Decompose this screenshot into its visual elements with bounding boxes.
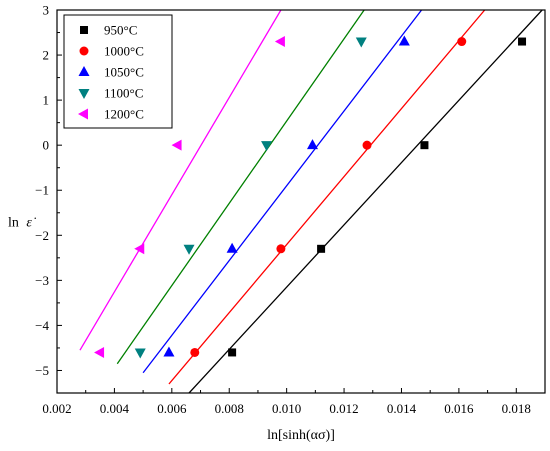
data-point: [226, 242, 238, 253]
legend-entry: 1000°C: [79, 44, 144, 59]
x-tick-label: 0.018: [502, 401, 531, 416]
y-axis-title-main: ln: [8, 215, 19, 230]
y-tick-label: 1: [43, 93, 50, 108]
data-point: [362, 140, 372, 150]
series-3: [116, 10, 367, 365]
data-point: [276, 244, 286, 254]
legend-marker: [78, 89, 90, 99]
fit-line: [79, 10, 282, 351]
data-point: [183, 244, 195, 255]
data-point: [518, 37, 527, 46]
plot-frame: [56, 9, 546, 394]
data-point: [171, 139, 182, 151]
legend-entry: 950°C: [80, 23, 137, 38]
y-tick-label: −5: [35, 363, 49, 378]
data-point: [228, 348, 237, 357]
y-tick-label: −1: [35, 183, 49, 198]
data-point: [317, 244, 326, 253]
y-tick-label: 3: [43, 3, 50, 18]
y-axis-title-symbol: ε̇: [26, 215, 36, 230]
data-point: [420, 141, 429, 150]
data-point: [163, 346, 175, 357]
axis-ticks: 0.002 0.004 0.006 0.008 0.010 0.012 0.014 0.016…: [35, 3, 531, 417]
fit-line: [168, 10, 486, 385]
data-point: [457, 37, 467, 47]
series-0: [188, 10, 543, 393]
series-4: [79, 10, 285, 358]
data-point: [261, 141, 273, 152]
x-tick-label: 0.016: [444, 401, 474, 416]
x-tick-label: 0.010: [272, 401, 301, 416]
y-tick-label: −3: [35, 273, 49, 288]
legend-label: 1050°C: [104, 65, 144, 80]
x-tick-label: 0.006: [157, 401, 187, 416]
y-axis-title: ln ε̇: [8, 215, 36, 230]
series-1: [168, 10, 486, 385]
fit-line: [116, 10, 365, 365]
fit-line: [188, 10, 543, 393]
legend-label: 1200°C: [104, 107, 144, 122]
x-tick-label: 0.012: [329, 401, 358, 416]
legend-marker: [79, 46, 89, 56]
data-point: [134, 348, 146, 359]
legend-marker: [78, 66, 90, 76]
x-axis-title: ln[sinh(ασ)]: [267, 428, 335, 443]
x-tick-label: 0.008: [215, 401, 244, 416]
data-point: [190, 347, 200, 357]
data-point: [274, 36, 285, 48]
x-tick-label: 0.004: [100, 401, 130, 416]
legend-marker: [78, 108, 88, 120]
data-point: [134, 243, 145, 255]
y-tick-label: −2: [35, 228, 49, 243]
legend-marker: [80, 26, 88, 34]
y-tick-label: −4: [35, 318, 49, 333]
legend-entry: 1050°C: [78, 65, 144, 80]
fit-line: [142, 10, 423, 374]
y-tick-label: 2: [43, 48, 50, 63]
y-tick-label: 0: [43, 138, 50, 153]
legend-entry: 1200°C: [78, 107, 144, 122]
data-point: [398, 35, 410, 46]
data-point: [355, 37, 367, 48]
legend-label: 1000°C: [104, 44, 144, 59]
x-tick-label: 0.002: [42, 401, 71, 416]
data-point: [94, 346, 105, 358]
legend-entry: 1100°C: [78, 86, 143, 101]
legend-label: 1100°C: [104, 86, 143, 101]
data-point: [306, 139, 318, 150]
series-2: [142, 10, 423, 374]
x-tick-label: 0.014: [387, 401, 417, 416]
legend-label: 950°C: [104, 23, 137, 38]
legend: 950°C 1000°C 1050°C 1100°C 1200°C: [63, 14, 173, 129]
chart-marks: [79, 10, 543, 393]
